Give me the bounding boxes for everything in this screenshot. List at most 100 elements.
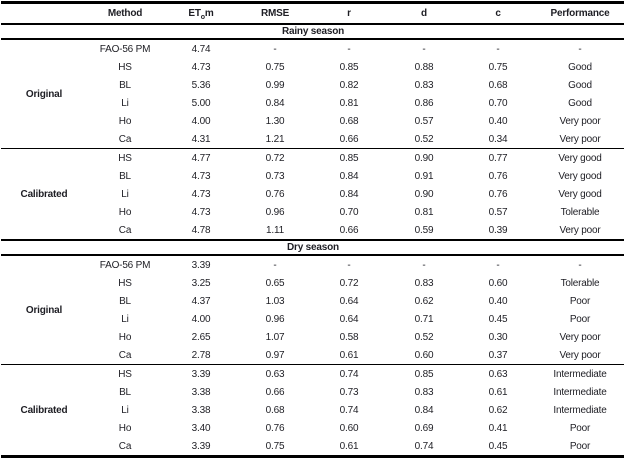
cell-et: 4.77 (163, 148, 239, 167)
cell-method: Li (121, 97, 129, 109)
cell-rmse: 0.96 (265, 313, 285, 325)
table-row: Li 5.00 0.84 0.81 0.86 0.70 Good (1, 94, 624, 112)
cell-d: 0.83 (414, 277, 434, 289)
cell-method: HS (87, 148, 163, 167)
cell-r: 0.66 (339, 133, 359, 145)
cell-r: 0.81 (339, 97, 359, 109)
cell-d: 0.90 (414, 188, 434, 200)
cell-method: Li (121, 313, 129, 325)
cell-et: 3.39 (163, 364, 239, 383)
cell-rmse: 0.66 (265, 386, 285, 398)
col-header-d: d (387, 2, 461, 25)
cell-d: 0.90 (387, 148, 461, 167)
col-header-r: r (311, 2, 387, 25)
group-label-calibrated: Calibrated (1, 148, 87, 240)
table-row: BL 5.36 0.99 0.82 0.83 0.68 Good (1, 76, 624, 94)
cell-performance: Very good (558, 188, 602, 200)
col-header-method: Method (87, 2, 163, 25)
cell-performance: Very good (558, 170, 602, 182)
cell-et: 2.65 (191, 331, 211, 343)
cell-rmse: 0.76 (265, 422, 285, 434)
col-header-c: c (461, 2, 535, 25)
cell-method: Ca (118, 133, 132, 145)
table-row: Calibrated HS 4.77 0.72 0.85 0.90 0.77 V… (1, 148, 624, 240)
cell-et: 4.00 (191, 115, 211, 127)
cell-method: Ho (118, 115, 132, 127)
cell-rmse: 1.21 (265, 133, 285, 145)
cell-performance: Tolerable (560, 206, 600, 218)
cell-rmse: 0.63 (239, 364, 311, 383)
cell-r: 0.61 (339, 440, 359, 452)
cell-c: 0.40 (488, 115, 508, 127)
cell-method: Ho (118, 422, 132, 434)
cell-performance: Intermediate (535, 364, 624, 383)
cell-r: 0.61 (339, 349, 359, 361)
cell-c: 0.37 (488, 349, 508, 361)
table-row: BL 3.38 0.66 0.73 0.83 0.61 Intermediate (1, 383, 624, 401)
cell-c: - (496, 259, 500, 271)
cell-et: 4.00 (191, 313, 211, 325)
cell-rmse: 0.72 (239, 148, 311, 167)
cell-method: Ca (118, 224, 132, 236)
cell-r: 0.72 (339, 277, 359, 289)
cell-r: 0.74 (311, 364, 387, 383)
cell-et: 3.25 (191, 277, 211, 289)
cell-performance: Very good (535, 148, 624, 167)
et-subscript: o (200, 14, 205, 21)
cell-c: 0.45 (488, 313, 508, 325)
cell-performance: - (578, 259, 582, 271)
cell-rmse: 1.07 (265, 331, 285, 343)
cell-d: 0.52 (414, 331, 434, 343)
season-title: Dry season (1, 239, 624, 256)
cell-d: 0.85 (387, 364, 461, 383)
cell-c: 0.61 (488, 386, 508, 398)
col-header-rmse: RMSE (239, 2, 311, 25)
cell-method: Ca (118, 440, 132, 452)
table-row: Original FAO-56 PM 3.39 - - - - - (1, 255, 624, 316)
cell-rmse: 0.68 (265, 404, 285, 416)
cell-method: BL (119, 170, 131, 182)
cell-d: 0.57 (414, 115, 434, 127)
col-header-group (1, 2, 87, 25)
cell-c: 0.63 (461, 364, 535, 383)
table-row: Ca 4.78 1.11 0.66 0.59 0.39 Very poor (1, 221, 624, 240)
cell-et: 4.73 (191, 61, 211, 73)
cell-performance: Very poor (559, 349, 601, 361)
cell-performance: Tolerable (560, 277, 600, 289)
cell-d: 0.52 (414, 133, 434, 145)
et-prefix: ET (188, 8, 201, 19)
cell-et: 2.78 (191, 349, 211, 361)
table-row: BL 4.37 1.03 0.64 0.62 0.40 Poor (1, 292, 624, 310)
cell-r: 0.74 (339, 404, 359, 416)
cell-r: 0.60 (339, 422, 359, 434)
cell-performance: Poor (569, 313, 591, 325)
cell-performance: Good (568, 61, 592, 73)
cell-r: 0.82 (339, 79, 359, 91)
season-title: Rainy season (1, 23, 624, 40)
cell-rmse: 1.11 (266, 224, 284, 236)
cell-method: Ca (118, 349, 132, 361)
cell-rmse: 0.75 (265, 440, 285, 452)
cell-et: 3.39 (191, 440, 211, 452)
cell-r: 0.68 (339, 115, 359, 127)
cell-c: 0.40 (488, 295, 508, 307)
cell-et: 4.37 (191, 295, 211, 307)
cell-et: 4.73 (191, 170, 211, 182)
cell-rmse: 0.99 (265, 79, 285, 91)
season-band-dry: Dry season (1, 239, 624, 256)
table-row: Ca 3.39 0.75 0.61 0.74 0.45 Poor (1, 437, 624, 457)
cell-et: 3.40 (191, 422, 211, 434)
cell-performance: Poor (569, 440, 591, 452)
cell-performance: Very poor (559, 133, 601, 145)
cell-rmse: - (273, 259, 277, 271)
cell-et: 4.73 (191, 206, 211, 218)
table-row: Li 3.38 0.68 0.74 0.84 0.62 Intermediate (1, 401, 624, 419)
cell-performance: Very poor (559, 331, 601, 343)
cell-performance: Very poor (559, 224, 601, 236)
cell-performance: Good (568, 97, 592, 109)
cell-et: 4.31 (191, 133, 211, 145)
cell-d: 0.69 (414, 422, 434, 434)
table-row: Original FAO-56 PM 4.74 - - - - - (1, 39, 624, 100)
table-row: HS 4.73 0.75 0.85 0.88 0.75 Good (1, 58, 624, 76)
